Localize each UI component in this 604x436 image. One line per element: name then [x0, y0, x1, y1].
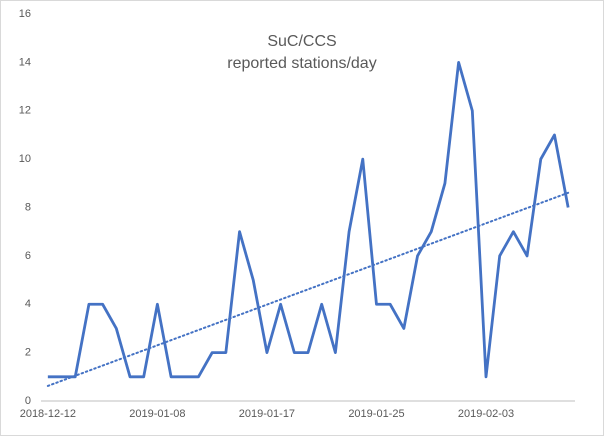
x-tick-label: 2018-12-12	[20, 408, 76, 420]
y-tick-label: 16	[19, 8, 31, 20]
y-tick-label: 0	[25, 395, 31, 407]
trendline	[46, 191, 570, 387]
x-tick-label: 2019-01-08	[129, 408, 185, 420]
x-tick-label: 2019-01-17	[239, 408, 295, 420]
y-tick-label: 10	[19, 153, 31, 165]
y-tick-label: 8	[25, 201, 31, 213]
x-tick-label: 2019-01-25	[348, 408, 404, 420]
y-tick-label: 14	[19, 56, 31, 68]
y-tick-label: 2	[25, 347, 31, 359]
chart-title: SuC/CCS	[267, 33, 336, 50]
y-tick-label: 12	[19, 105, 31, 117]
x-tick-label: 2019-02-03	[458, 408, 514, 420]
chart-subtitle: reported stations/day	[227, 55, 376, 72]
y-tick-label: 4	[25, 298, 31, 310]
line-series	[47, 60, 570, 379]
y-tick-label: 6	[25, 250, 31, 262]
